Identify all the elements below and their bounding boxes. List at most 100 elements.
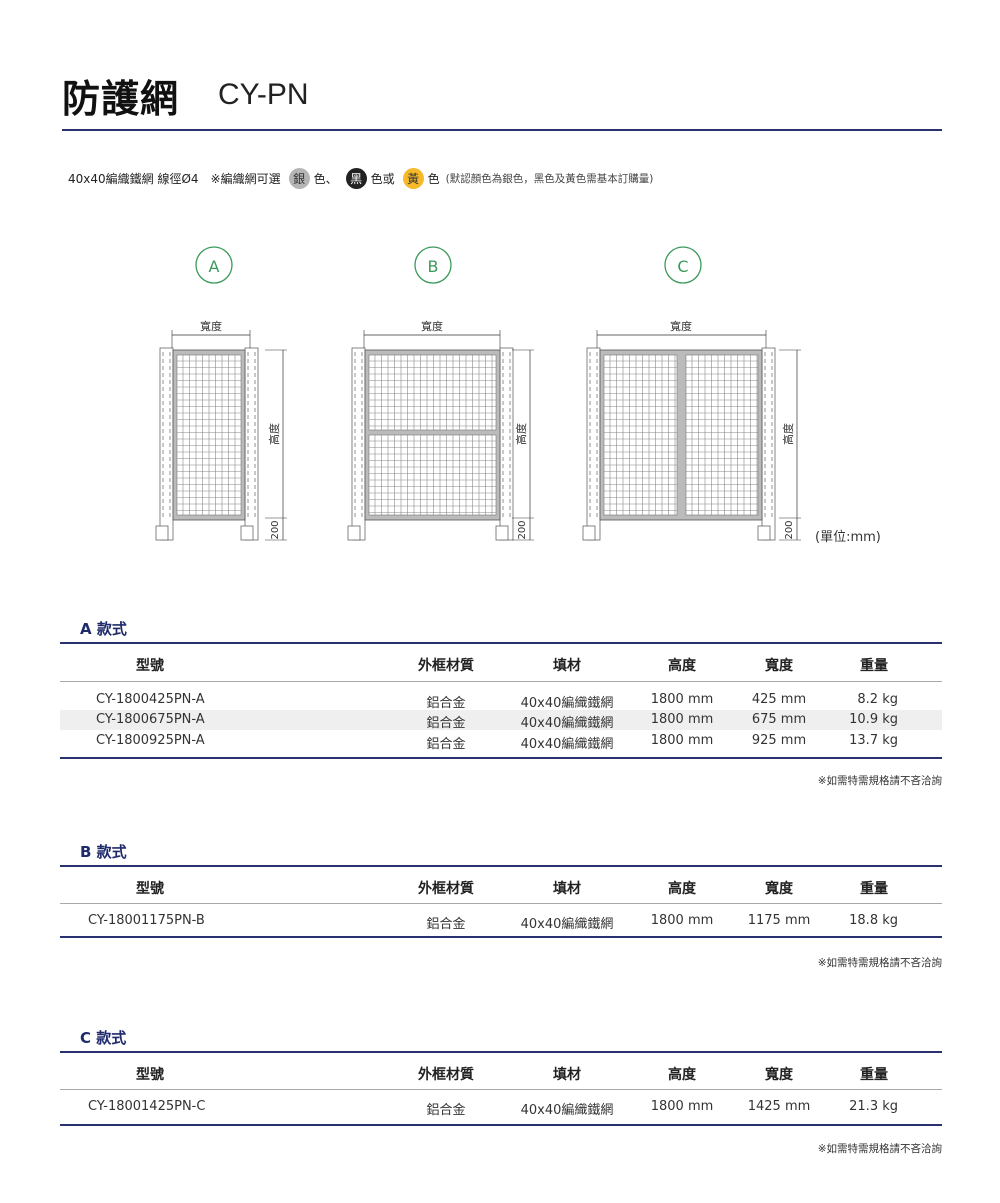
col-header-fill: 填材 [553, 1067, 581, 1083]
table-row: CY-18001425PN-C 鋁合金 40x40編織鐵網 1800 mm 14… [60, 1097, 942, 1118]
foot-bracket [155, 525, 169, 541]
width-label-b: 寬度 [421, 319, 443, 333]
table-b: 型號 外框材質 填材 高度 寬度 重量 CY-18001175PN-B 鋁合金 … [60, 865, 942, 975]
table-a: 型號 外框材質 填材 高度 寬度 重量 CY-1800425PN-A 鋁合金 4… [60, 642, 942, 787]
post [159, 347, 174, 541]
cell-model: CY-1800925PN-A [96, 733, 205, 748]
cell-model: CY-1800425PN-A [96, 692, 205, 707]
base-label-c: 200 [784, 520, 795, 539]
color-suffix: 色、 [313, 172, 338, 186]
cell-width: 1175 mm [747, 913, 811, 928]
header-rule [60, 681, 942, 682]
col-header-weight: 重量 [860, 1067, 888, 1083]
col-header-width: 寬度 [765, 658, 793, 674]
foot-bracket [495, 525, 509, 541]
col-header-fill: 填材 [553, 658, 581, 674]
post [586, 347, 601, 541]
col-header-model: 型號 [136, 658, 164, 674]
color-swatch-yellow: 黃 [402, 168, 424, 189]
foot-bracket [582, 525, 596, 541]
cell-weight: 10.9 kg [849, 712, 898, 727]
cell-width: 425 mm [751, 692, 807, 707]
cell-height: 1800 mm [650, 913, 714, 928]
cell-height: 1800 mm [650, 692, 714, 707]
color-suffix: 色或 [370, 172, 395, 186]
cell-weight: 8.2 kg [857, 692, 898, 707]
type-b-label: B [428, 257, 439, 276]
color-swatch-black: 黑 [345, 168, 367, 189]
mesh [368, 434, 497, 516]
panel-diagrams: A B C 寬度 寬度 寬度 高度 高度 高度 200 200 200 (單位:… [155, 246, 881, 545]
col-header-fill: 填材 [553, 881, 581, 897]
post [351, 347, 366, 541]
cell-fill: 40x40編織鐵網 [520, 737, 614, 752]
table-row: CY-18001175PN-B 鋁合金 40x40編織鐵網 1800 mm 11… [60, 911, 942, 932]
cell-model: CY-18001425PN-C [88, 1099, 206, 1114]
color-suffix: 色 [427, 172, 440, 186]
cell-model: CY-1800675PN-A [96, 712, 205, 727]
cell-frame: 鋁合金 [426, 716, 466, 731]
cell-weight: 21.3 kg [849, 1099, 898, 1114]
footnote: ※如需特需規格請不吝洽詢 [817, 775, 942, 787]
base-label-b: 200 [517, 520, 528, 539]
header-rule [60, 1089, 942, 1090]
cell-frame: 鋁合金 [426, 696, 466, 711]
col-header-width: 寬度 [765, 881, 793, 897]
width-label-a: 寬度 [200, 319, 222, 333]
col-header-model: 型號 [136, 881, 164, 897]
color-swatch-silver: 銀 [288, 168, 310, 189]
table-top-rule [60, 1051, 942, 1053]
table-row: CY-1800675PN-A 鋁合金 40x40編織鐵網 1800 mm 675… [60, 710, 942, 731]
foot-bracket [347, 525, 361, 541]
cell-frame: 鋁合金 [426, 737, 466, 752]
table-top-rule [60, 865, 942, 867]
header-rule [60, 903, 942, 904]
section-title-a: A 款式 [80, 620, 127, 638]
table-row: CY-1800925PN-A 鋁合金 40x40編織鐵網 1800 mm 925… [60, 731, 942, 752]
cell-width: 1425 mm [747, 1099, 811, 1114]
page-title: 防護網 [62, 77, 180, 121]
type-circle [664, 246, 702, 284]
col-header-model: 型號 [136, 1067, 164, 1083]
unit-label: (單位:mm) [815, 530, 881, 545]
height-label-a: 高度 [267, 423, 281, 445]
height-label-c: 高度 [781, 423, 795, 445]
cell-width: 925 mm [751, 733, 807, 748]
foot-bracket [240, 525, 254, 541]
cell-fill: 40x40編織鐵網 [520, 716, 614, 731]
col-header-frame: 外框材質 [418, 1067, 474, 1083]
cell-height: 1800 mm [650, 1099, 714, 1114]
table-bottom-rule [60, 1124, 942, 1126]
type-circle [195, 246, 233, 284]
cell-height: 1800 mm [650, 733, 714, 748]
title-divider [62, 129, 942, 131]
mesh [603, 354, 678, 516]
table-top-rule [60, 642, 942, 644]
section-title-b: B 款式 [80, 843, 127, 861]
type-a-label: A [209, 257, 220, 276]
table-bottom-rule [60, 757, 942, 759]
base-label-a: 200 [270, 520, 281, 539]
col-header-width: 寬度 [765, 1067, 793, 1083]
width-label-c: 寬度 [670, 319, 692, 333]
col-header-height: 高度 [668, 658, 696, 674]
product-code: CY-PN [218, 78, 309, 111]
col-header-height: 高度 [668, 1067, 696, 1083]
col-header-weight: 重量 [860, 658, 888, 674]
type-circle [414, 246, 452, 284]
section-title-c: C 款式 [80, 1029, 127, 1047]
col-header-weight: 重量 [860, 881, 888, 897]
color-options-label: ※編織網可選 [210, 172, 281, 186]
height-label-b: 高度 [514, 423, 528, 445]
cell-fill: 40x40編織鐵網 [520, 1103, 614, 1118]
cell-weight: 18.8 kg [849, 913, 898, 928]
post [499, 347, 514, 541]
col-header-frame: 外框材質 [418, 881, 474, 897]
color-note: (默認顏色為銀色，黑色及黃色需基本訂購量) [445, 173, 654, 185]
post [761, 347, 776, 541]
cell-fill: 40x40編織鐵網 [520, 917, 614, 932]
table-bottom-rule [60, 936, 942, 938]
type-c-label: C [677, 257, 688, 276]
cell-height: 1800 mm [650, 712, 714, 727]
cell-model: CY-18001175PN-B [88, 913, 205, 928]
